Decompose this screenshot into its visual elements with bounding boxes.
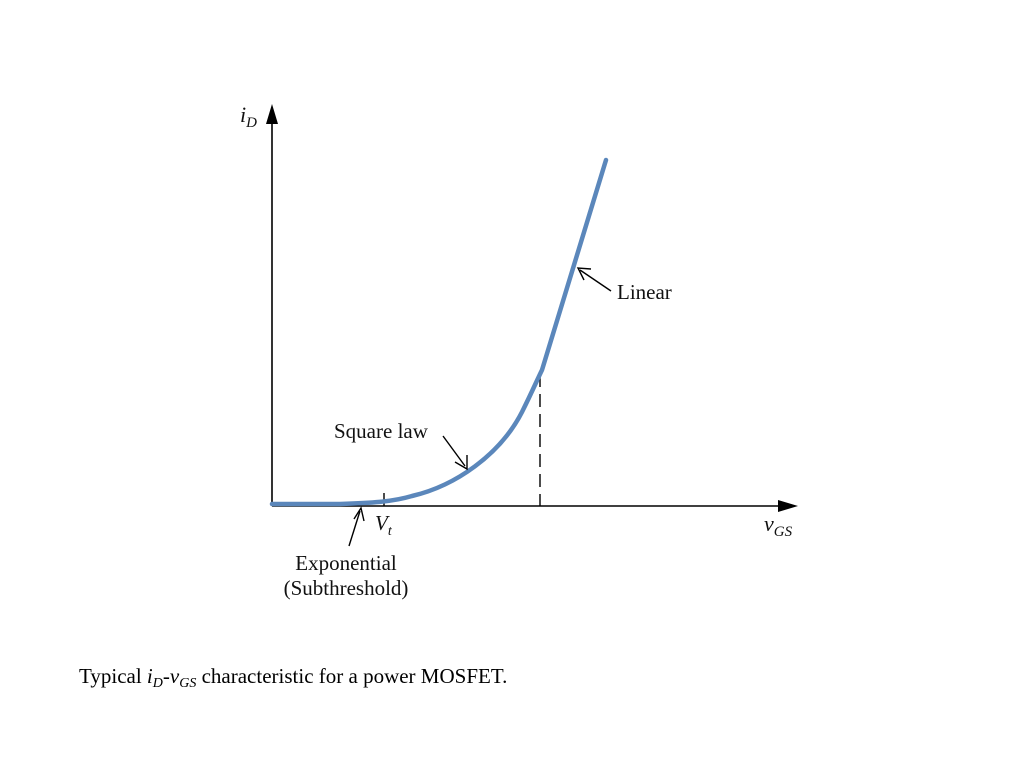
id-vgs-curve xyxy=(269,157,609,507)
linear-pointer-arrow-icon xyxy=(576,267,592,281)
square-law-pointer-arrow-icon xyxy=(454,455,468,471)
x-axis-label: vGS xyxy=(764,511,793,540)
threshold-label: Vt xyxy=(375,511,393,539)
y-axis-arrow-icon xyxy=(266,104,278,124)
square-law-pointer-line xyxy=(442,435,466,467)
y-axis-label: iD xyxy=(240,102,257,131)
subthreshold-region-label: (Subthreshold) xyxy=(284,576,409,600)
linear-pointer-line xyxy=(579,269,612,292)
x-axis-arrow-icon xyxy=(778,500,798,512)
exponential-pointer-line xyxy=(348,510,361,547)
linear-region-label: Linear xyxy=(617,280,672,304)
figure-caption: Typical iD-vGS characteristic for a powe… xyxy=(79,664,508,691)
exponential-pointer-arrow-icon xyxy=(353,506,365,522)
square-law-region-label: Square law xyxy=(334,419,429,443)
exponential-region-label: Exponential xyxy=(295,551,397,575)
